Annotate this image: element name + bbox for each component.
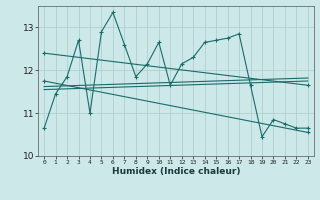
X-axis label: Humidex (Indice chaleur): Humidex (Indice chaleur) <box>112 167 240 176</box>
